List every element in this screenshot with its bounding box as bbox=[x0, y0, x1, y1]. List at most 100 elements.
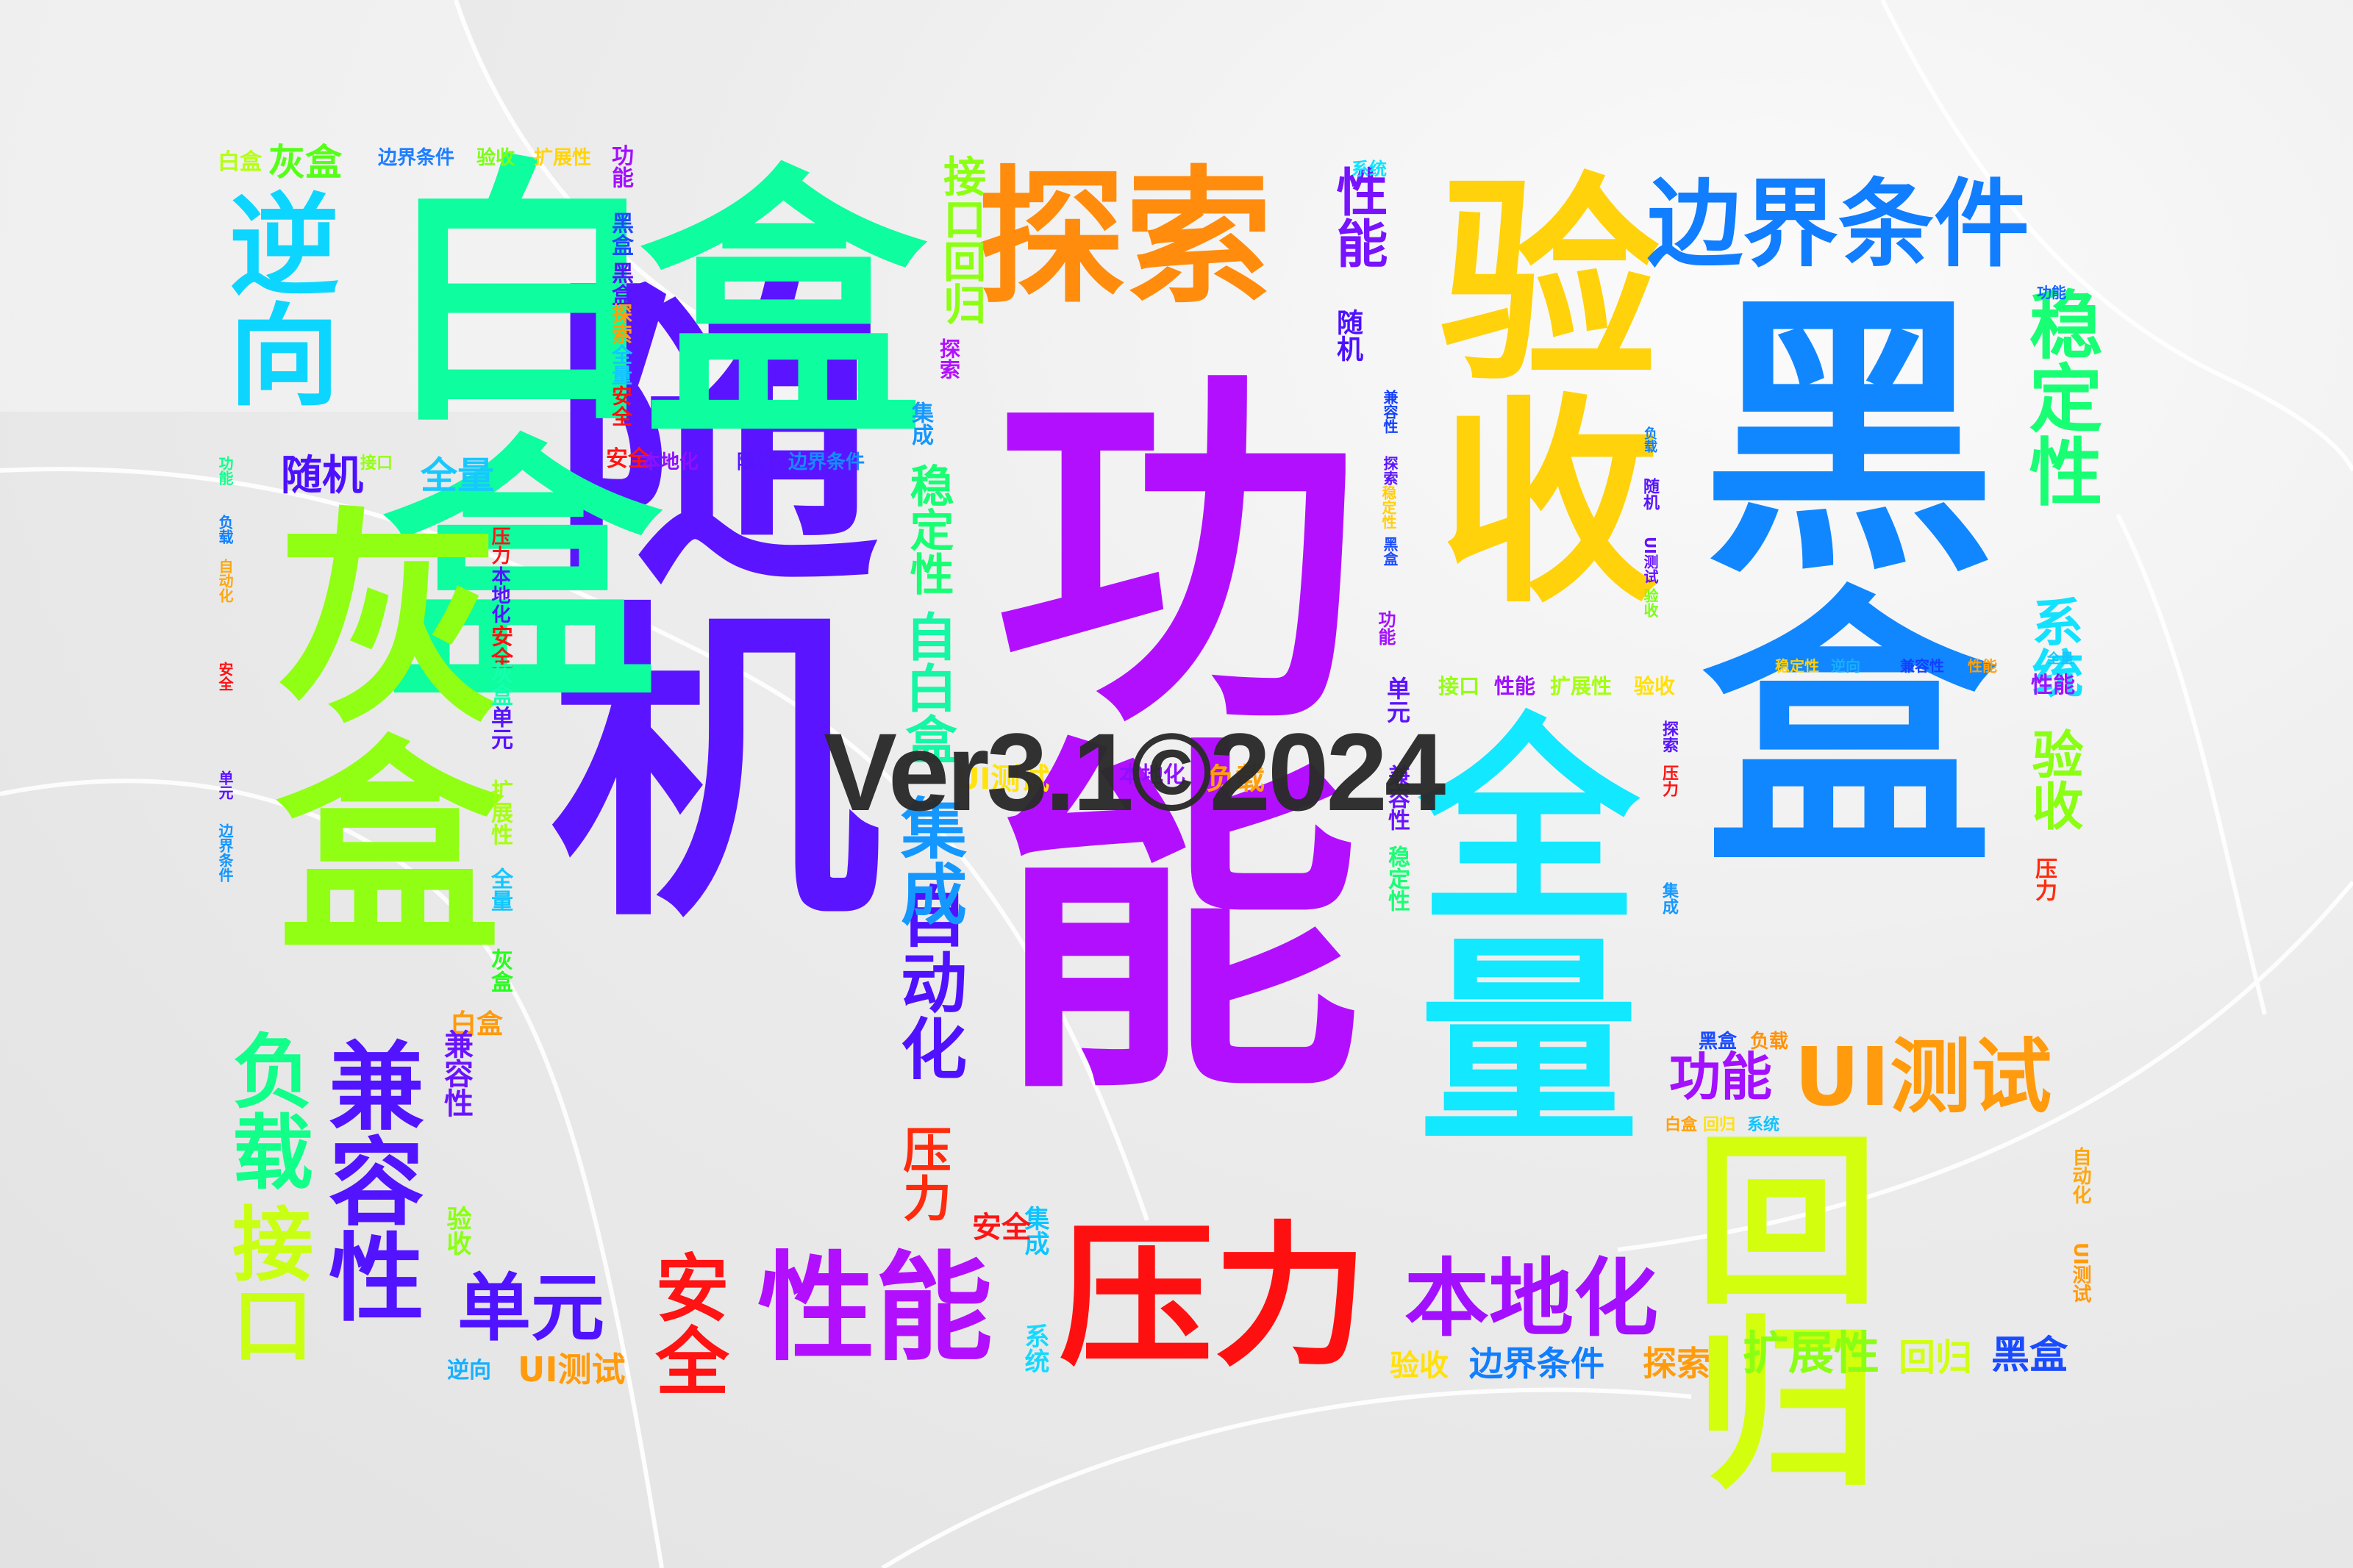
word-heihe-giant: 黑盒 bbox=[1652, 283, 1993, 871]
word-xitong-medium: 系统 bbox=[2024, 595, 2084, 698]
word-suiji-giant: 随机 bbox=[492, 261, 877, 923]
word-wendingxing-vertical-left: 稳定性 bbox=[902, 463, 954, 595]
word-bianjie-medium: 边界条件 bbox=[1647, 168, 2030, 280]
word-xingneng-vertical: 性能 bbox=[1328, 165, 1388, 268]
word-yanshou-right: 验收 bbox=[2024, 728, 2084, 831]
word-xitong-top: 系统 bbox=[1352, 159, 1387, 179]
word-huigui-small: 回归 bbox=[1703, 1116, 1736, 1134]
word-huigui-bottom: 回归 bbox=[1899, 1336, 1972, 1379]
word-jicheng-vertical-right: 集成 bbox=[1660, 882, 1678, 914]
word-wendingxing-vertical-center: 稳定性 bbox=[1379, 485, 1397, 529]
word-heihe-bottom: 黑盒 bbox=[1991, 1333, 2068, 1378]
word-baihe-vertical-left: 白盒 bbox=[450, 1009, 504, 1039]
word-kuozhanxing-vertical-left: 扩展性 bbox=[487, 779, 513, 845]
word-jianrongxing-vertical-left: 兼容性 bbox=[439, 1029, 473, 1117]
word-gongneng-vertical-left: 功能 bbox=[607, 144, 633, 188]
word-kuozhanxing-small: 扩展性 bbox=[1550, 674, 1613, 698]
word-zibaihe-vertical: 自白盒 bbox=[897, 610, 957, 765]
word-xitong-vertical-small: 系统 bbox=[1020, 1323, 1049, 1373]
word-tansuo-vertical-left: 探索 bbox=[609, 303, 633, 344]
word-anquan-small: 安全 bbox=[606, 446, 650, 472]
word-uiceshi-vertical-right2: UI测试 bbox=[2069, 1242, 2091, 1303]
word-xingneng-medium: 性能 bbox=[757, 1239, 993, 1377]
word-fuzai-vertical-right: 负载 bbox=[1642, 426, 1657, 453]
word-jiekouhuigui-vertical: 接口回归 bbox=[936, 154, 986, 325]
word-quanliang-small: 全量 bbox=[421, 454, 494, 497]
word-wendingxing-vertical-center2: 稳定性 bbox=[1384, 845, 1410, 912]
word-he-large: 盒 bbox=[640, 142, 926, 476]
word-fuzai-small: 负载 bbox=[1750, 1031, 1789, 1053]
word-heihe-vertical-center: 黑盒 bbox=[1381, 537, 1399, 566]
word-danyuan-vertical-left: 单元 bbox=[487, 706, 513, 750]
word-zidonghua-vertical-right: 自动化 bbox=[2069, 1147, 2091, 1204]
word-nixiang-small: 逆向 bbox=[1831, 657, 1860, 675]
word-xingneng-right: 性能 bbox=[2031, 673, 2075, 698]
word-danyuan-medium: 单元 bbox=[457, 1265, 604, 1351]
word-tansuo-vertical-center: 探索 bbox=[1381, 456, 1399, 485]
word-heihe-vertical-left2: 黑盒 bbox=[607, 262, 633, 306]
word-bendihua-overlap: 本地化 bbox=[1119, 762, 1185, 788]
word-danyuan-vertical-center: 单元 bbox=[1383, 676, 1411, 723]
word-fuzai-medium: 负载 bbox=[218, 1029, 313, 1191]
word-bianjie-bottom: 边界条件 bbox=[1469, 1344, 1604, 1383]
word-uiceshi-bottom-left: UI测试 bbox=[518, 1350, 626, 1389]
word-fuzai-vertical-far-left: 负载 bbox=[216, 515, 234, 544]
word-gongneng-vertical-far-left: 功能 bbox=[216, 456, 234, 485]
word-jicheng-vertical-left: 集成 bbox=[907, 401, 933, 445]
word-uiceshi-vertical-right: UI测试 bbox=[1641, 537, 1659, 584]
word-tansuo-vertical-right: 探索 bbox=[1660, 720, 1678, 753]
word-kuozhanxing-top: 扩展性 bbox=[534, 147, 592, 169]
word-tansuo-bottom: 探索 bbox=[1643, 1344, 1710, 1383]
word-bianjie-top: 边界条件 bbox=[378, 147, 455, 169]
word-kuozhanxing-medium: 扩展性 bbox=[1743, 1326, 1880, 1380]
word-heihe-small: 黑盒 bbox=[1699, 1031, 1738, 1053]
word-yanshou-vertical-left: 验收 bbox=[442, 1206, 471, 1256]
word-yanshou-vertical-right: 验收 bbox=[1641, 588, 1659, 617]
word-uiceshi-medium: UI测试 bbox=[1794, 1030, 2052, 1124]
word-yali-large: 压力 bbox=[1059, 1207, 1368, 1387]
word-jianrongxing-medium: 兼容性 bbox=[313, 1037, 424, 1323]
word-gongneng-giant: 功能 bbox=[932, 360, 1360, 1095]
word-wendingxing-small: 稳定性 bbox=[1775, 657, 1819, 675]
word-yali-vertical-right: 压力 bbox=[1660, 765, 1678, 797]
word-zidonghua-vertical-far-left: 自动化 bbox=[216, 559, 234, 603]
word-quanliang-vertical-left2: 全量 bbox=[487, 867, 513, 912]
word-huihe-top: 灰盒 bbox=[268, 141, 342, 184]
word-baihe-small: 白盒 bbox=[1665, 1116, 1698, 1134]
word-anquan-vertical-left: 安全 bbox=[609, 385, 633, 426]
word-huihe-vertical-left2: 灰盒 bbox=[487, 948, 513, 992]
word-xingneng-small: 性能 bbox=[1494, 674, 1536, 698]
word-jianrongxing-vertical-center: 兼容性 bbox=[1381, 390, 1399, 434]
word-yanshou-small: 验收 bbox=[1634, 674, 1676, 698]
word-tansuo-vertical-left2: 探索 bbox=[937, 338, 961, 379]
word-xitong-small: 系统 bbox=[1747, 1116, 1780, 1134]
word-quanliang-giant: 全量 bbox=[1381, 706, 1638, 1147]
word-gongneng-tiny: 功能 bbox=[2037, 284, 2066, 301]
word-anquan-vertical-far-left: 安全 bbox=[216, 662, 234, 691]
word-bianjie-tiny: 边界条件 bbox=[788, 451, 865, 473]
word-jiekou-small: 接口 bbox=[1438, 674, 1480, 698]
word-bianjie-vertical-far-left: 边界条件 bbox=[216, 823, 234, 882]
word-jianrongxing-vertical-center2: 兼容性 bbox=[1384, 765, 1410, 831]
word-nixiang-medium: 逆向 bbox=[210, 187, 338, 408]
word-anquan-vertical-left3: 安全 bbox=[972, 1211, 1031, 1245]
word-uiceshi-overlap: UI测试 bbox=[956, 762, 1050, 796]
word-fuzainixiang-overlap: 负载 bbox=[1206, 762, 1265, 796]
word-anquan-medium: 安全 bbox=[643, 1250, 729, 1397]
word-jianrongxing-small: 兼容性 bbox=[1900, 657, 1944, 675]
word-zidonghua-medium: 自动化 bbox=[889, 882, 966, 1081]
word-yali-vertical-right2: 压力 bbox=[2031, 857, 2057, 901]
word-huihe-vertical-left: 灰盒 bbox=[487, 662, 513, 706]
word-baihe-top: 白盒 bbox=[218, 149, 262, 175]
word-danyuan-vertical-far-left: 单元 bbox=[216, 770, 234, 800]
word-yanshou-top: 验收 bbox=[476, 147, 515, 169]
word-jiekou-vertical-far-left: 接口 bbox=[360, 454, 393, 473]
word-anquan-vertical-left2: 安全 bbox=[487, 625, 513, 669]
version-watermark: Ver3.1©2024 bbox=[824, 710, 1446, 834]
word-heihe-vertical-left: 黑盒 bbox=[607, 212, 633, 256]
word-nixiang-bottom-left: 逆向 bbox=[447, 1358, 491, 1383]
word-wendingxing-right: 稳定性 bbox=[2016, 287, 2102, 507]
word-yanshou-large: 验收 bbox=[1402, 165, 1658, 606]
